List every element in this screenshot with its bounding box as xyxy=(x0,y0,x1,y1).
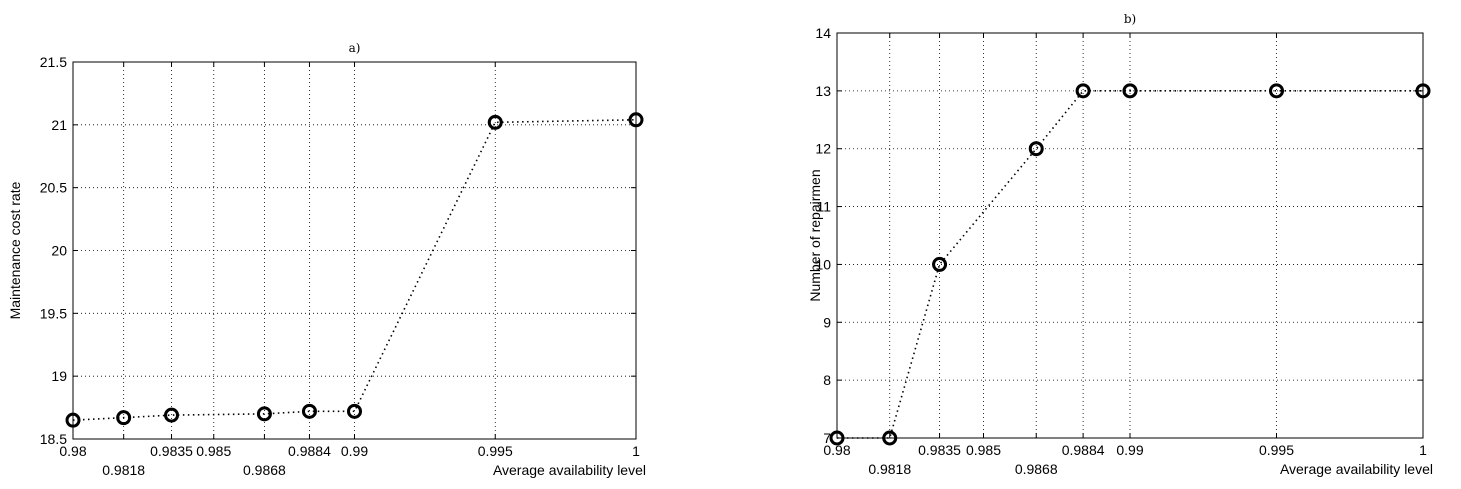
series-line xyxy=(837,90,1423,439)
data-point xyxy=(1028,141,1044,157)
x-tick-label: 0.9818 xyxy=(102,462,145,478)
y-tick-label: 12 xyxy=(815,141,831,157)
data-point xyxy=(164,407,180,423)
y-tick-label: 20 xyxy=(51,243,67,259)
data-point xyxy=(487,114,503,130)
data-point xyxy=(882,430,898,446)
y-tick-label: 18.5 xyxy=(40,431,67,447)
data-point xyxy=(301,403,317,419)
data-point xyxy=(256,406,272,422)
data-point xyxy=(1122,83,1138,99)
x-tick-label: 0.98 xyxy=(823,442,850,458)
y-tick-label: 8 xyxy=(823,372,831,388)
data-point xyxy=(347,403,362,419)
y-tick-label: 21.5 xyxy=(40,54,67,70)
y-tick-label: 20.5 xyxy=(40,180,67,196)
chart-title: b) xyxy=(1124,12,1136,26)
x-tick-label: 1 xyxy=(1419,442,1427,458)
y-tick-label: 14 xyxy=(815,25,831,41)
x-tick-label: 0.9835 xyxy=(150,443,193,459)
x-tick-label: 0.98 xyxy=(59,443,86,459)
x-axis-label: Average availability level xyxy=(493,462,646,478)
x-tick-label: 0.9835 xyxy=(918,442,961,458)
x-tick-label: 0.985 xyxy=(966,442,1001,458)
y-tick-label: 7 xyxy=(823,430,831,446)
data-point xyxy=(628,112,644,128)
x-tick-label: 0.985 xyxy=(196,443,231,459)
data-point xyxy=(932,256,948,272)
x-tick-label: 0.9884 xyxy=(288,443,331,459)
y-tick-label: 21 xyxy=(51,117,67,133)
y-tick-label: 19 xyxy=(51,368,67,384)
y-tick-label: 13 xyxy=(815,83,831,99)
x-tick-label: 0.99 xyxy=(341,443,368,459)
data-point xyxy=(1269,83,1284,99)
x-tick-label: 0.9818 xyxy=(868,461,911,477)
y-tick-label: 10 xyxy=(815,256,831,272)
data-point xyxy=(65,412,81,428)
data-point xyxy=(116,410,132,426)
x-tick-label: 0.995 xyxy=(478,443,513,459)
y-axis-label: Maintenance cost rate xyxy=(7,181,23,319)
data-point xyxy=(1415,83,1431,99)
x-tick-label: 0.995 xyxy=(1259,442,1294,458)
series-line xyxy=(72,119,637,421)
x-tick-label: 0.9868 xyxy=(243,462,286,478)
x-axis-label: Average availability level xyxy=(1280,461,1433,477)
x-tick-label: 0.99 xyxy=(1116,442,1143,458)
x-tick-label: 0.9884 xyxy=(1062,442,1105,458)
x-tick-label: 1 xyxy=(632,443,640,459)
y-tick-label: 11 xyxy=(816,199,831,215)
x-tick-label: 0.9868 xyxy=(1015,461,1058,477)
y-axis-label: Number of repairmen xyxy=(807,169,823,301)
y-tick-label: 9 xyxy=(823,314,831,330)
data-point xyxy=(1075,83,1091,99)
chart-title: a) xyxy=(349,41,361,55)
data-point xyxy=(829,430,845,446)
y-tick-label: 19.5 xyxy=(40,305,67,321)
